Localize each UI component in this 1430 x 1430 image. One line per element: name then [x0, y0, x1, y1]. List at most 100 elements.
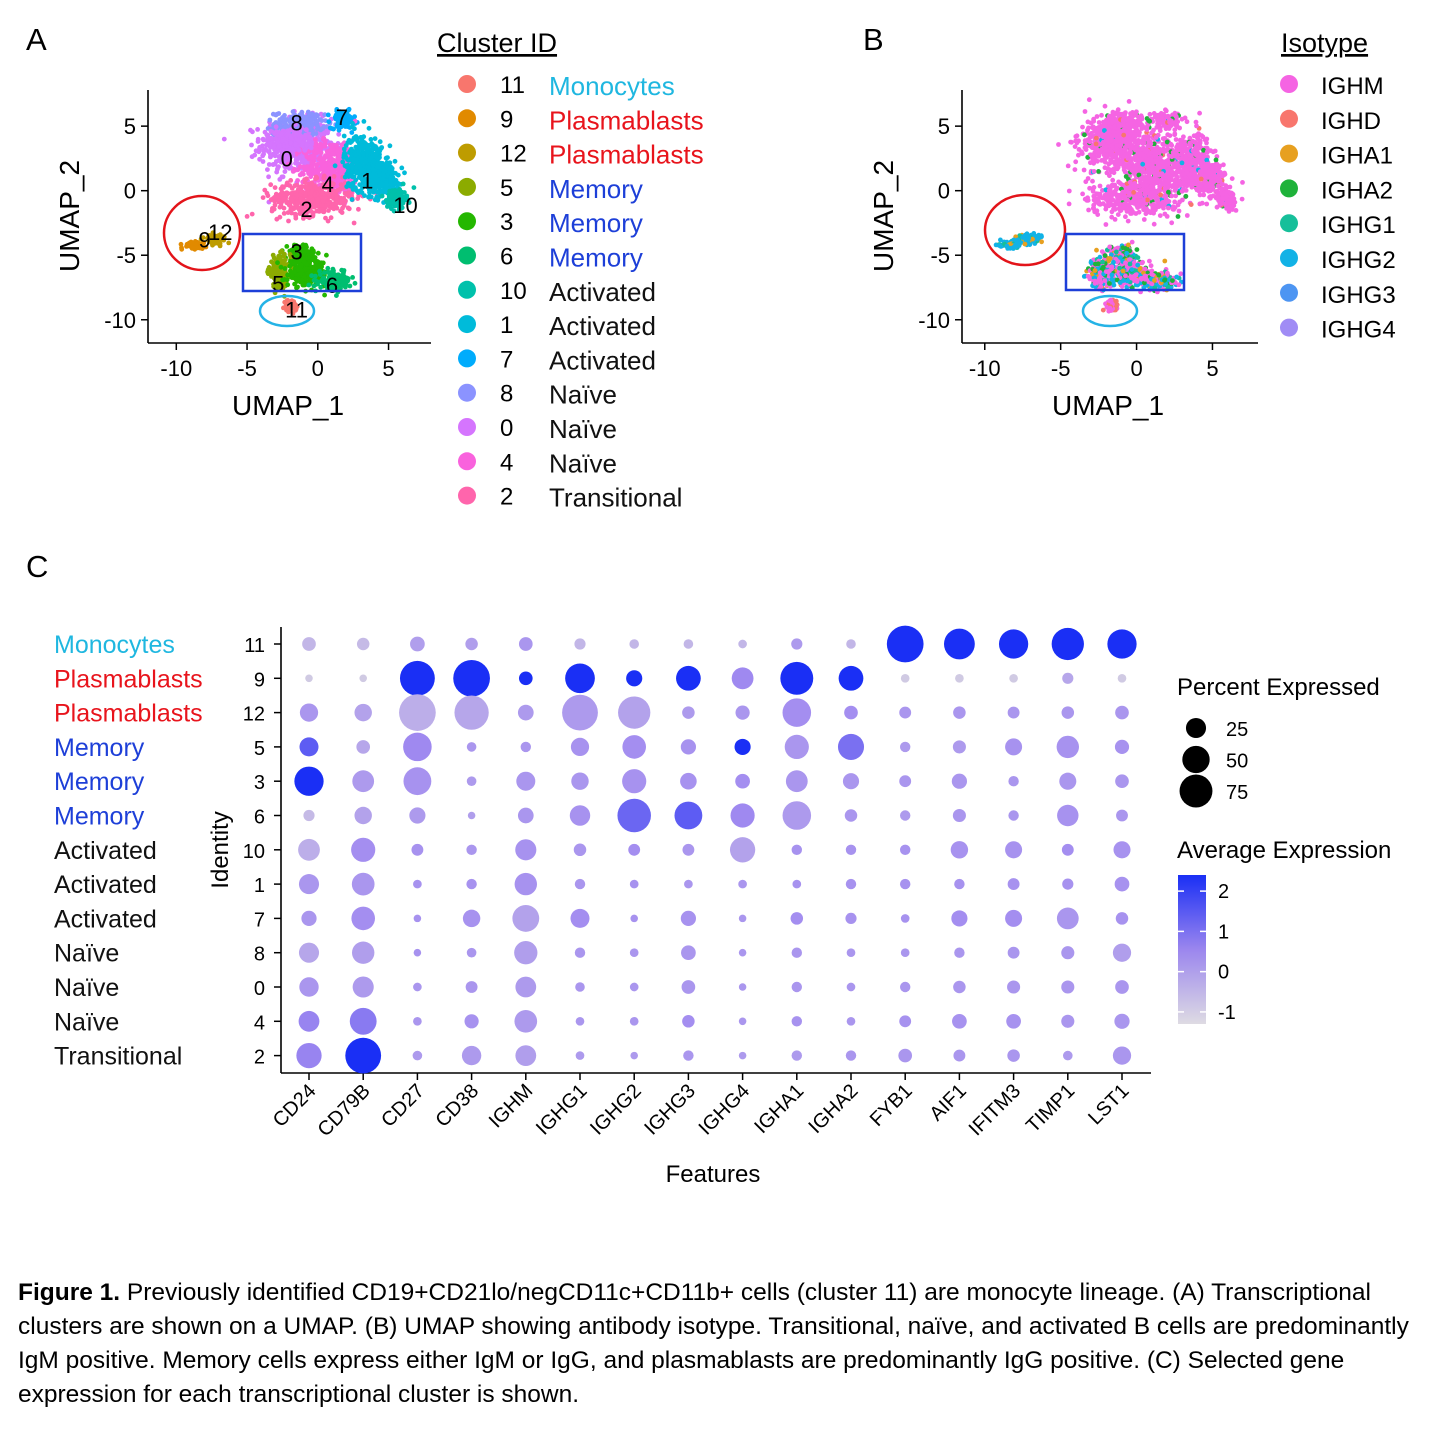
legend-key — [458, 109, 476, 128]
umap-point — [1109, 214, 1115, 220]
umap-point — [313, 112, 319, 117]
umap-point — [329, 182, 335, 188]
legend-cluster-id: 2 — [500, 484, 513, 511]
umap-point — [349, 197, 355, 202]
umap-point — [295, 284, 300, 290]
umap-point — [379, 145, 385, 150]
umap-point — [390, 197, 396, 203]
umap-point — [317, 156, 323, 162]
umap-point — [338, 124, 344, 130]
umap-point — [260, 195, 266, 201]
umap-point — [291, 269, 297, 275]
umap-point — [392, 181, 397, 187]
umap-point — [395, 181, 401, 186]
umap-point — [345, 276, 351, 281]
umap-point — [313, 147, 319, 153]
legend-cell-type: Activated — [549, 311, 656, 341]
umap-point — [1140, 137, 1145, 143]
legend-cell-type: Naïve — [549, 448, 617, 478]
umap-point — [348, 171, 354, 177]
umap-point — [320, 190, 326, 196]
umap-point — [326, 208, 331, 213]
umap-point — [300, 113, 306, 119]
umap-point — [281, 211, 287, 216]
umap-point — [266, 265, 272, 270]
umap-point — [1080, 124, 1085, 130]
legend-cell-type: Monocytes — [549, 71, 675, 101]
umap-point — [357, 175, 362, 181]
umap-point — [273, 120, 279, 125]
umap-point — [1158, 111, 1164, 116]
umap-point — [319, 118, 325, 123]
umap-point — [324, 149, 330, 155]
umap-point — [365, 149, 371, 155]
legend-cluster-id: 5 — [500, 175, 513, 202]
umap-point — [1167, 119, 1172, 125]
umap-point — [1140, 161, 1146, 167]
legend-cluster-id: 11 — [500, 72, 525, 99]
umap-point — [293, 215, 299, 221]
umap-point — [308, 199, 313, 205]
umap-point — [268, 182, 274, 188]
umap-isotype-plot: -10 -5 0 550-5-10 UMAP_1 UMAP_2 — [868, 90, 1258, 421]
umap-point — [354, 188, 360, 194]
umap-point — [385, 162, 391, 167]
legend-key — [458, 280, 476, 299]
umap-point — [313, 184, 318, 190]
umap-point — [1173, 119, 1179, 125]
umap-point — [389, 193, 394, 199]
umap-point — [361, 134, 367, 140]
umap-point — [255, 136, 261, 142]
umap-point — [345, 190, 351, 196]
legend-key — [458, 486, 476, 505]
umap-point — [377, 139, 383, 145]
umap-point — [320, 182, 326, 187]
umap-point — [388, 175, 394, 181]
umap-point — [333, 194, 339, 199]
panel-letter-a: A — [26, 22, 47, 57]
umap-point — [342, 151, 348, 157]
umap-point — [313, 169, 318, 174]
umap-point — [313, 137, 318, 142]
umap-point — [1173, 113, 1179, 119]
umap-point — [338, 182, 344, 188]
umap-point — [375, 156, 381, 162]
umap-point — [359, 190, 365, 196]
umap-point — [1073, 159, 1079, 165]
umap-point — [319, 161, 325, 167]
umap-point — [400, 181, 406, 187]
umap-point — [341, 278, 347, 284]
umap-point — [332, 169, 337, 175]
umap-point — [1141, 217, 1147, 222]
legend-key — [458, 383, 476, 402]
umap-point — [315, 126, 320, 132]
umap-point — [1172, 199, 1178, 205]
x-tick-label: 0 — [312, 356, 324, 381]
umap-point — [1068, 139, 1073, 145]
umap-point — [1080, 191, 1085, 197]
umap-point — [337, 165, 342, 171]
umap-point — [275, 164, 281, 170]
legend-cell-type: Plasmablasts — [549, 105, 704, 135]
umap-point — [301, 164, 307, 170]
umap-point — [311, 264, 316, 270]
umap-point — [1144, 178, 1150, 184]
umap-point — [1122, 112, 1128, 117]
umap-point — [1123, 214, 1128, 220]
umap-point — [250, 129, 255, 135]
umap-point — [340, 159, 346, 165]
umap-point — [362, 144, 368, 150]
cluster-label: 12 — [208, 220, 232, 245]
umap-point — [330, 151, 336, 157]
umap-point — [306, 282, 312, 288]
umap-point — [385, 155, 390, 161]
umap-isotype-points — [993, 97, 1245, 314]
umap-point — [331, 174, 337, 179]
legend-cell-type: Naïve — [549, 414, 617, 444]
legend-key — [458, 452, 476, 471]
umap-point — [359, 157, 364, 162]
umap-point — [286, 218, 291, 224]
umap-point — [368, 137, 374, 142]
umap-point — [363, 159, 369, 165]
umap-point — [298, 196, 304, 202]
